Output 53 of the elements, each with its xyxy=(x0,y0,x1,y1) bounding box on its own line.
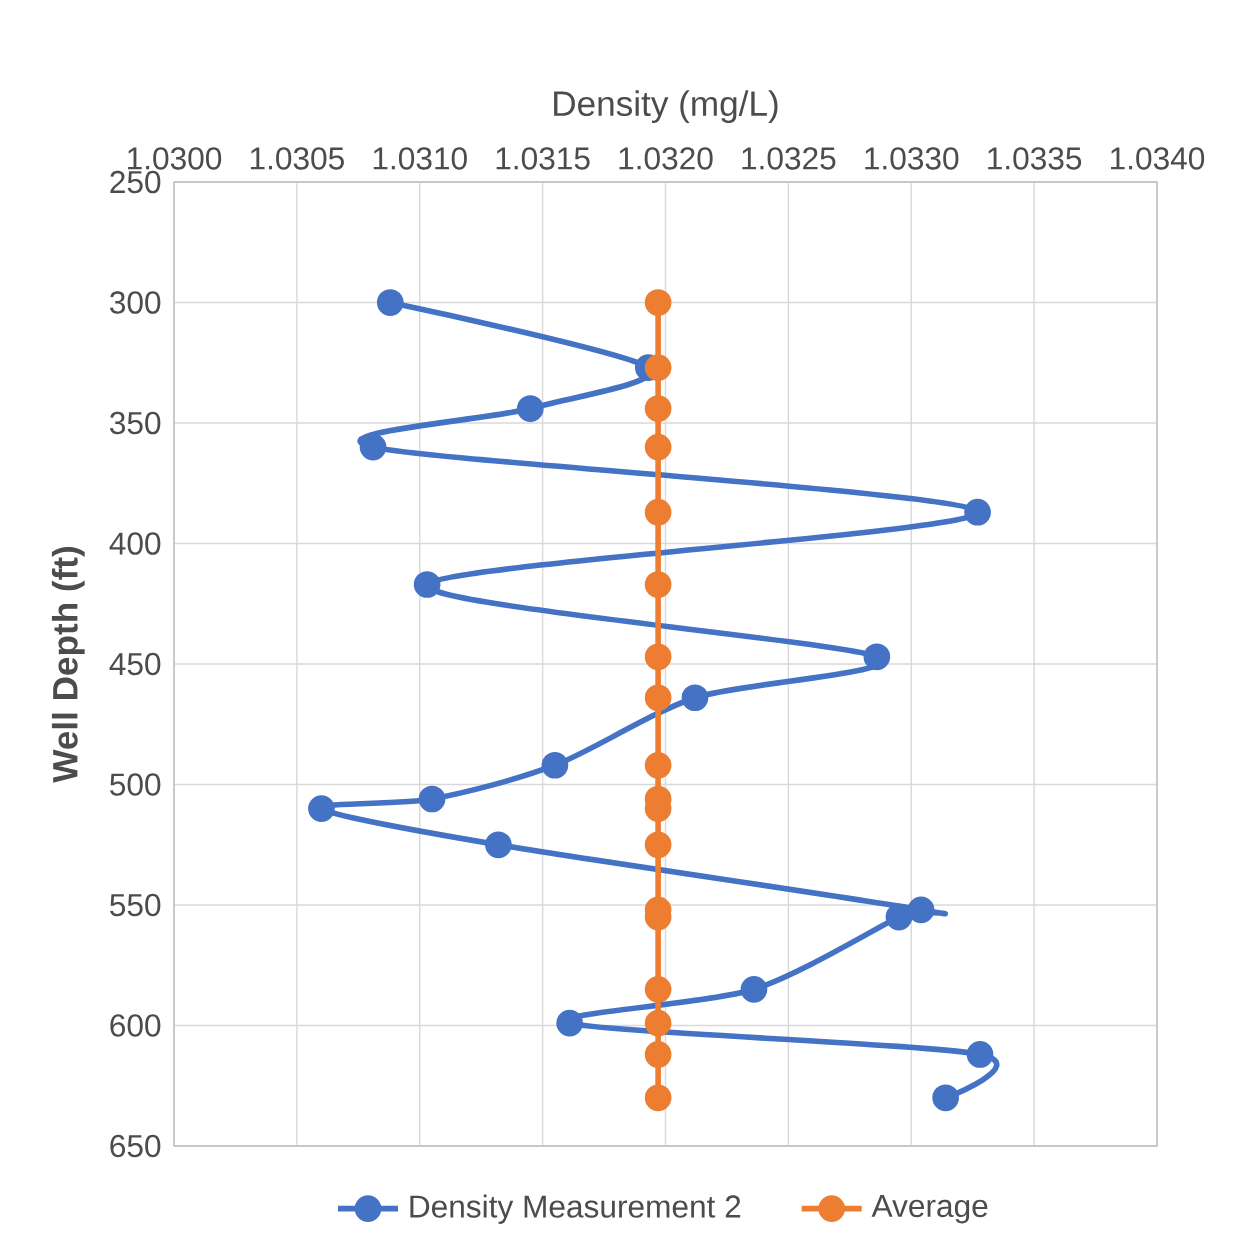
point xyxy=(418,785,446,813)
point xyxy=(964,498,991,526)
x-tick-label: 1.0310 xyxy=(373,147,467,170)
point xyxy=(644,684,672,712)
y-tick-label: 400 xyxy=(109,532,161,555)
point xyxy=(644,831,672,859)
point xyxy=(681,684,709,712)
point xyxy=(644,1041,672,1068)
y-tick-label: 250 xyxy=(110,170,161,194)
point xyxy=(556,1009,584,1037)
x-tick-label: 1.0300 xyxy=(128,147,222,170)
y-tick-label: 650 xyxy=(110,1134,161,1158)
point xyxy=(516,395,544,422)
legend-label: Average xyxy=(871,1195,988,1224)
point xyxy=(740,976,768,1003)
legend-label: Density Measurement 2 xyxy=(410,1194,741,1224)
point xyxy=(885,903,913,931)
x-tick-label: 1.0325 xyxy=(742,147,836,170)
point xyxy=(644,643,672,671)
point xyxy=(644,571,672,598)
y-tick-label: 500 xyxy=(110,773,161,796)
point xyxy=(308,795,335,822)
point xyxy=(863,643,891,671)
point xyxy=(932,1084,959,1112)
point xyxy=(644,976,672,1003)
y-tick-label: 550 xyxy=(110,893,161,917)
point xyxy=(359,433,387,461)
x-tick-label: 1.0320 xyxy=(619,147,713,170)
point xyxy=(644,1009,672,1037)
x-tick-label: 1.0335 xyxy=(988,147,1082,170)
x-tick-label: 1.0340 xyxy=(1111,147,1205,170)
point xyxy=(644,289,672,316)
y-tick-label: 350 xyxy=(110,411,161,435)
point xyxy=(644,751,672,779)
point xyxy=(966,1041,994,1068)
x-axis-title: Density (mg/L) xyxy=(554,90,778,124)
x-tick-label: 1.0330 xyxy=(865,147,959,170)
point xyxy=(541,751,569,779)
point xyxy=(376,289,404,316)
y-tick-label: 600 xyxy=(110,1014,161,1037)
point xyxy=(485,831,512,859)
point xyxy=(644,1084,672,1112)
x-tick-label: 1.0315 xyxy=(496,147,590,170)
point xyxy=(644,433,672,461)
point xyxy=(644,498,672,526)
y-tick-label: 300 xyxy=(110,291,161,314)
x-tick-label: 1.0305 xyxy=(250,147,344,170)
point xyxy=(644,354,672,381)
y-tick-label: 450 xyxy=(109,652,161,676)
point xyxy=(907,896,935,924)
point xyxy=(413,571,441,598)
point xyxy=(644,395,672,422)
y-axis-title: Well Depth (ft) xyxy=(51,547,85,783)
